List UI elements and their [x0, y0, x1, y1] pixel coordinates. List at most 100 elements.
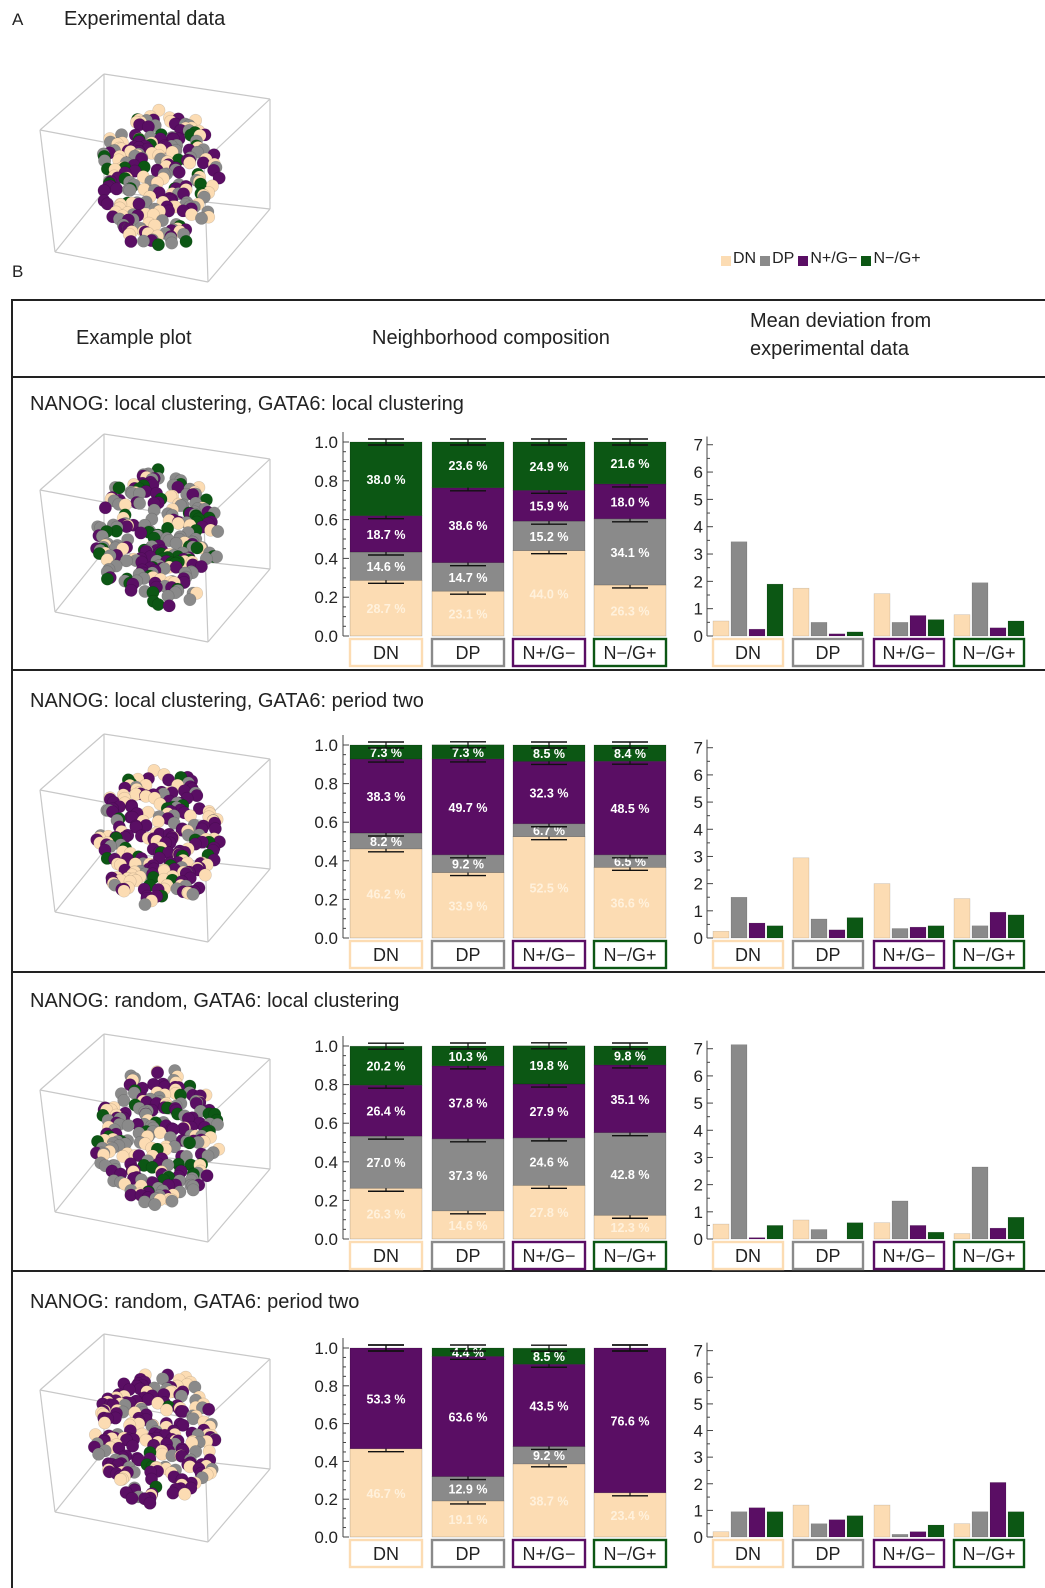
deviation-bar [766, 925, 784, 939]
cube-edge [103, 433, 271, 460]
deviation-bar [891, 928, 909, 939]
bar-data-label: 9.2 % [452, 858, 484, 872]
bar-data-label: 27.8 % [530, 1206, 569, 1220]
cell-sphere [110, 182, 124, 196]
y-tick-label: 1.0 [314, 433, 338, 452]
deviation-bar [712, 620, 730, 637]
panel-a-title: Experimental data [64, 8, 226, 30]
cube-edge [54, 911, 209, 943]
example-cube-1 [39, 433, 271, 643]
cube-edge [54, 550, 105, 613]
cell-sphere [194, 560, 208, 574]
y-tick-label: 6 [694, 766, 703, 785]
category-box [791, 1538, 865, 1569]
cell-sphere [172, 165, 186, 179]
deviation-bar [846, 1515, 864, 1538]
y-tick-label: 1.0 [314, 736, 338, 755]
cube-edge [39, 433, 105, 491]
deviation-bar [909, 926, 927, 939]
deviation-bar [810, 622, 828, 637]
category-box [430, 1240, 506, 1271]
bar-data-label: 14.7 % [449, 571, 488, 585]
bar-segment-DP [431, 562, 505, 592]
category-box [872, 1240, 946, 1271]
legend: DN DP N+/G− N−/G+ [717, 250, 921, 268]
y-tick-label: 0.4 [314, 1153, 338, 1172]
bar-segment-N+/G− [512, 761, 586, 825]
bar-segment-N−/G+ [349, 441, 423, 517]
category-box [348, 637, 424, 668]
y-tick-label: 1.0 [314, 1339, 338, 1358]
deviation-bar [730, 541, 748, 637]
y-tick-label: 2 [694, 1475, 703, 1494]
legend-label-dn: DN [733, 250, 757, 267]
cell-sphere [98, 501, 112, 515]
category-box [872, 637, 946, 668]
category-label: DP [815, 1246, 840, 1266]
stacked-chart-3: 0.0 0.2 0.4 0.6 0.8 1.0 26.3 % 27.0 % 26.4 % 20.2… [314, 1036, 668, 1271]
cube-edge [39, 73, 105, 131]
deviation-bar [810, 918, 828, 939]
deviation-bar [792, 1219, 810, 1240]
cell-sphere [166, 1486, 180, 1500]
category-label: N+/G− [882, 1246, 935, 1266]
deviation-bar [873, 1504, 891, 1538]
y-tick-label: 0.6 [314, 511, 338, 530]
cell-sphere [196, 156, 210, 170]
bar-segment-DN [512, 836, 586, 939]
deviation-bar [909, 1531, 927, 1538]
row-title-4: NANOG: random, GATA6: period two [30, 1291, 360, 1313]
y-tick-label: 1 [694, 600, 703, 619]
bar-data-label: 52.5 % [530, 881, 569, 895]
category-box [511, 1240, 587, 1271]
bar-data-label: 38.3 % [367, 790, 406, 804]
deviation-bar [712, 1531, 730, 1538]
cube-edge [103, 733, 271, 760]
cell-sphere [138, 897, 152, 911]
cube-edge [103, 1033, 271, 1060]
y-tick-label: 0.8 [314, 775, 338, 794]
deviation-bar [748, 1237, 766, 1240]
category-box [711, 637, 785, 668]
header-mean-deviation-line2: experimental data [750, 338, 909, 360]
category-label: N+/G− [522, 1246, 575, 1266]
cell-sphere [133, 496, 147, 510]
y-tick-label: 0 [694, 929, 703, 948]
deviation-bar [810, 1229, 828, 1240]
bar-segment-DP [593, 518, 667, 586]
category-box [511, 1538, 587, 1569]
bar-segment-DN [431, 1210, 505, 1240]
category-label: N−/G+ [603, 945, 656, 965]
y-tick-label: 0.2 [314, 890, 338, 909]
deviation-chart-1: 0 1 2 3 4 5 6 7 DN DP N+/G− N−/G+ [694, 436, 1026, 668]
category-box [511, 637, 587, 668]
cell-sphere [117, 884, 131, 898]
bar-segment-DP [431, 1138, 505, 1212]
deviation-bar [712, 930, 730, 939]
bar-data-label: 34.1 % [611, 546, 650, 560]
cube-edge [203, 520, 209, 643]
deviation-bar [927, 1524, 945, 1538]
cube-edge [207, 1468, 271, 1543]
deviation-bar [953, 1523, 971, 1538]
cell-sphere [198, 868, 212, 882]
cell-sphere [92, 1447, 106, 1461]
category-box [952, 637, 1026, 668]
y-tick-label: 0.8 [314, 472, 338, 491]
cell-sphere [202, 1402, 216, 1416]
row-title-3: NANOG: random, GATA6: local clustering [30, 990, 400, 1012]
cube-edge [54, 1511, 209, 1543]
bar-segment-N+/G− [349, 1347, 423, 1450]
bar-data-label: 12.9 % [449, 1483, 488, 1497]
cube-edge [54, 850, 105, 913]
deviation-bar [846, 1222, 864, 1240]
cell-sphere [117, 1094, 131, 1108]
bar-data-label: 53.3 % [367, 1392, 406, 1406]
example-cube-3 [39, 1033, 271, 1243]
category-label: DP [815, 643, 840, 663]
bar-data-label: 8.5 % [533, 1350, 565, 1364]
cube-edge [39, 789, 56, 913]
cube-edge [54, 251, 209, 283]
deviation-bar [1007, 1511, 1025, 1538]
